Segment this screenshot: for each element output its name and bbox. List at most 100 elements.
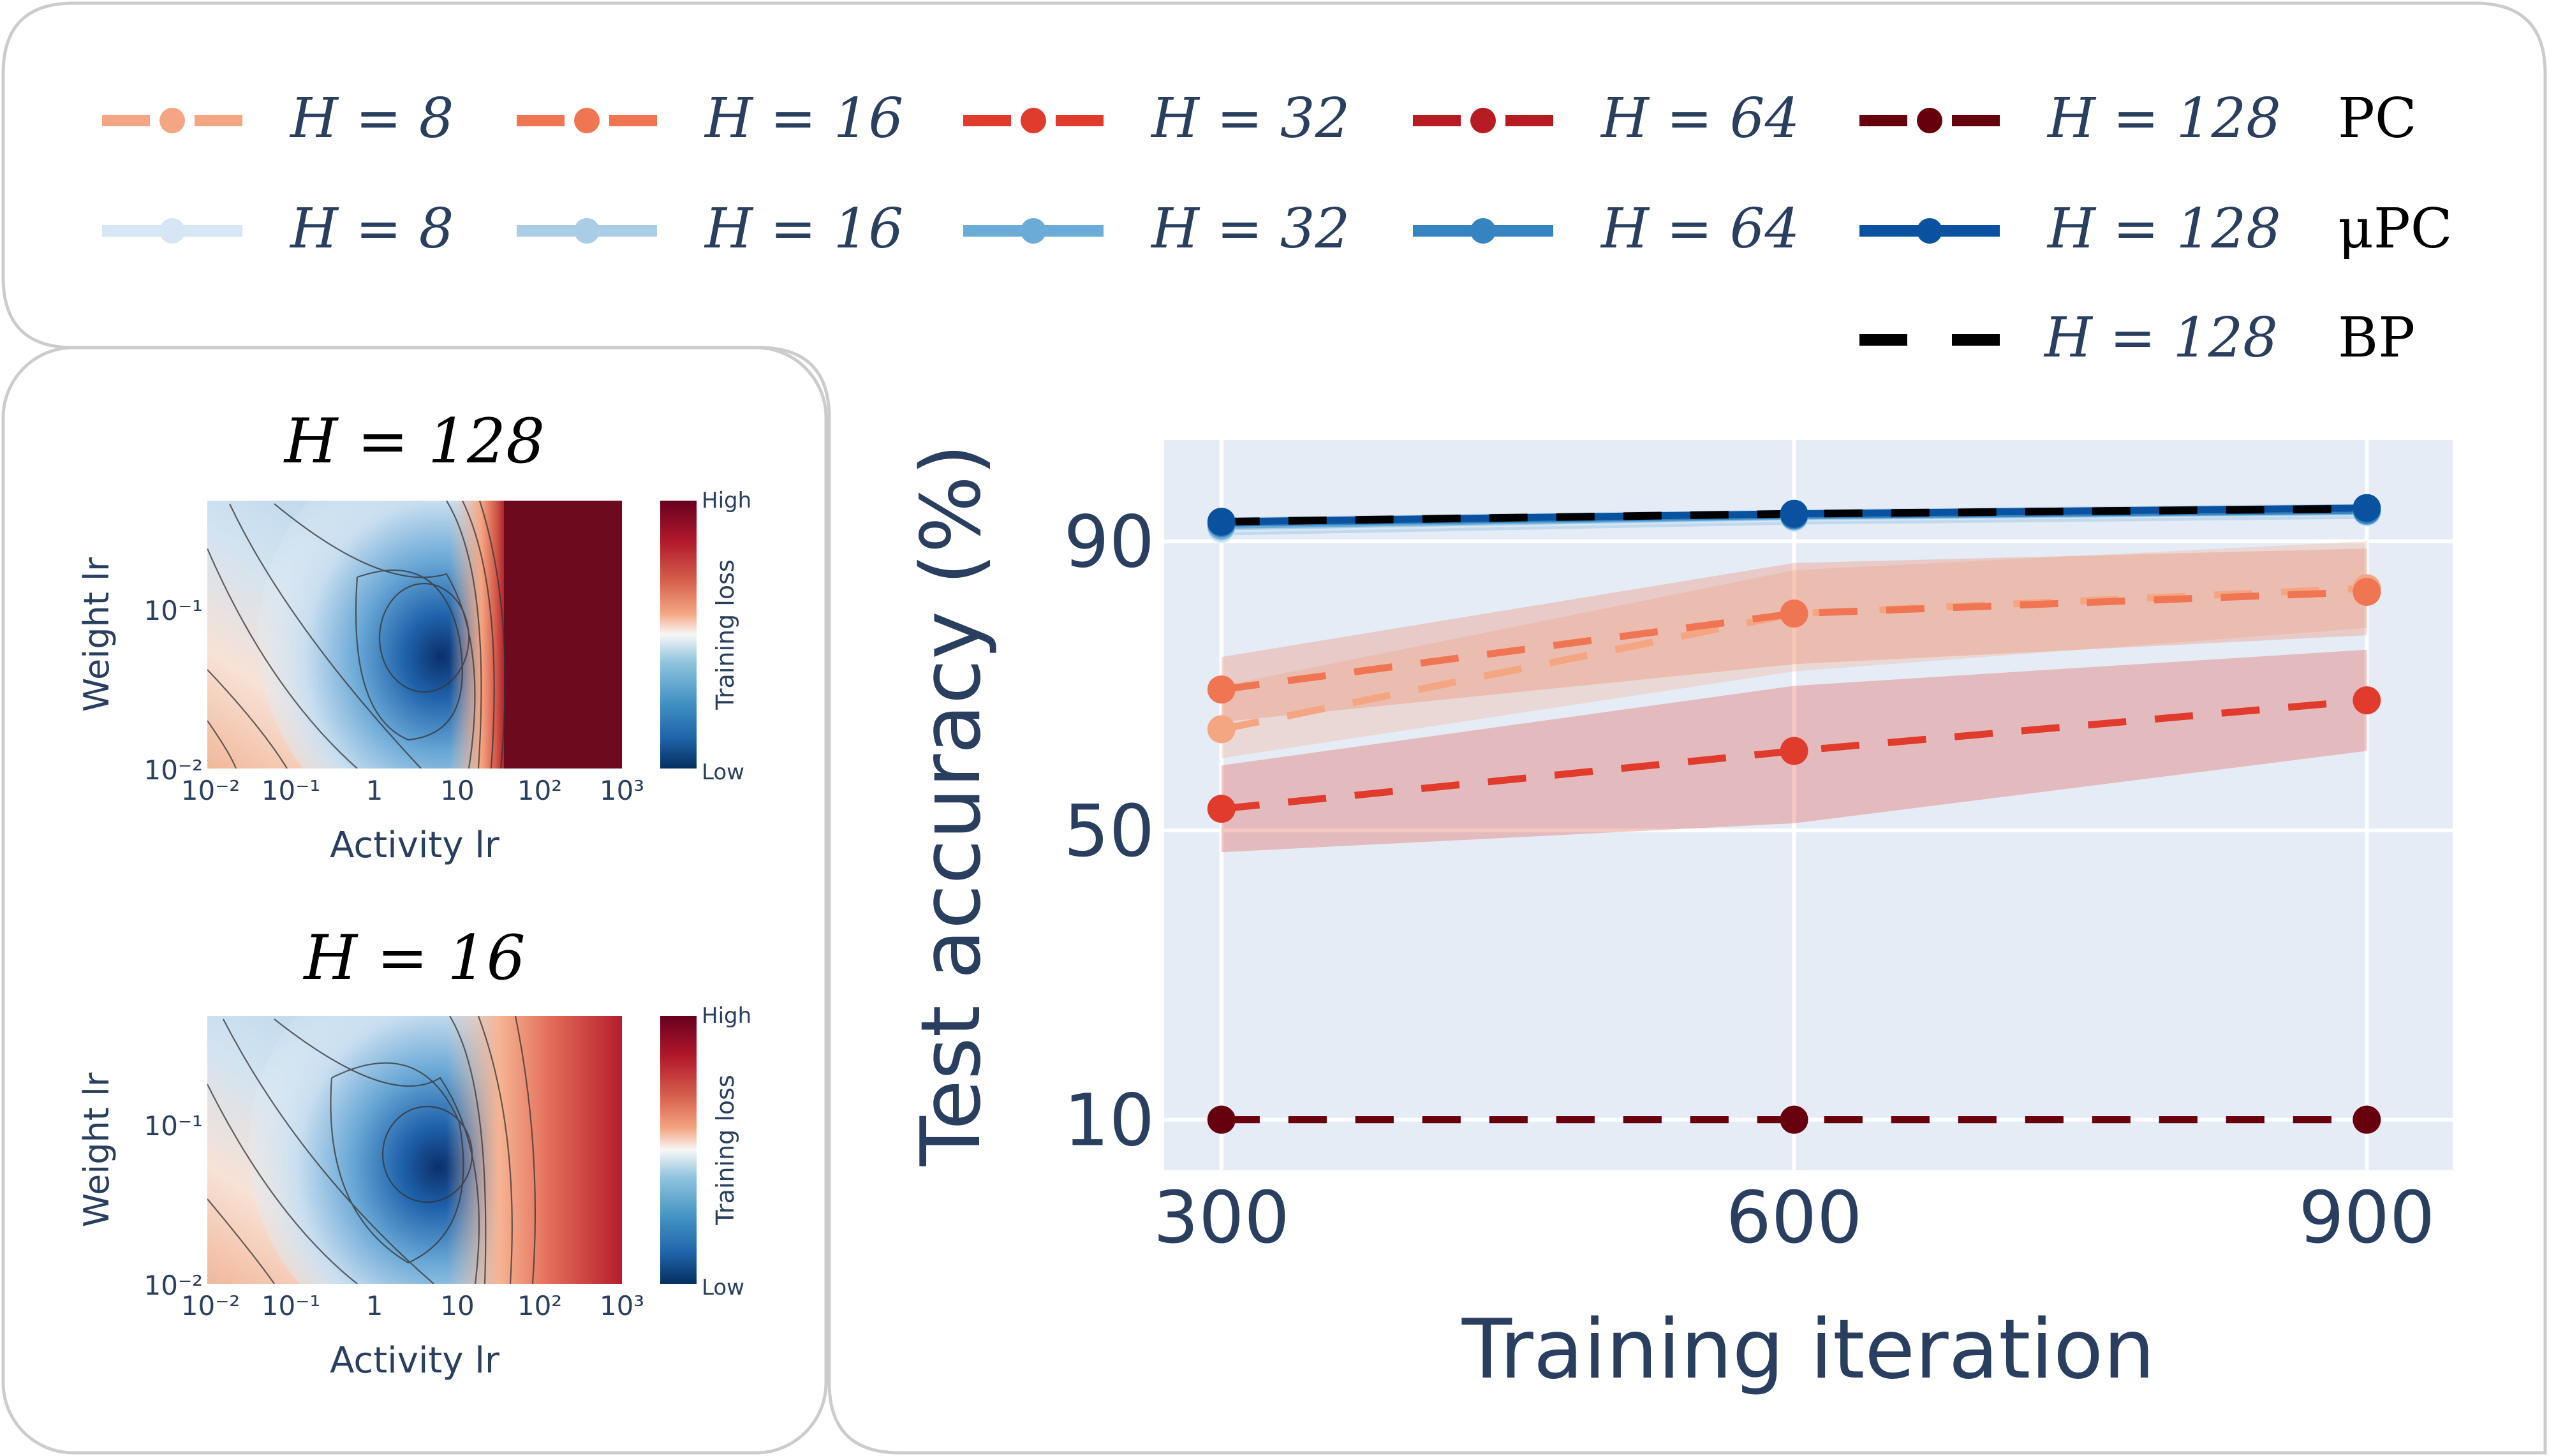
pc-legend-text: H = 16 <box>704 87 903 151</box>
heatmap-h128: H = 128 Weight lr 10⁻¹ 10⁻² 10⁻² <box>77 406 751 866</box>
pc-entry-4: H = 128 <box>1859 87 2281 151</box>
pc-legend-marker <box>1021 108 1046 133</box>
heatmap-ytick-2: 10⁻² <box>144 1270 203 1301</box>
mupc-legend-marker <box>1917 218 1942 244</box>
legend: H = 8 H = 16 H = 32 H = 64 H = 128 H = 8 H = … <box>102 87 2453 370</box>
pc-legend-text: H = 128 <box>2046 87 2281 151</box>
colorbar-low-label: Low <box>702 1275 744 1300</box>
series-line-1 <box>1221 588 2367 693</box>
mupc-entry-3: H = 64 <box>1413 197 1799 261</box>
colorbar-low-label: Low <box>702 760 744 785</box>
heatmap-xticks-h128: 10⁻² 10⁻¹ 1 10 10² 10³ <box>181 775 644 806</box>
mupc-legend-text: H = 128 <box>2046 197 2281 261</box>
pc-legend-text: H = 8 <box>289 87 454 151</box>
legend-pc-label: PC <box>2338 87 2417 151</box>
data-point-4-1 <box>1780 1105 1808 1134</box>
y-tick-label: 90 <box>1063 501 1155 584</box>
heatmap-xlabel-h128: Activity lr <box>330 825 500 866</box>
pc-entry-2: H = 32 <box>963 87 1350 151</box>
x-tick-label: 900 <box>2298 1177 2435 1260</box>
pc-legend-marker <box>1470 108 1496 133</box>
heatmap-xtick: 10⁻¹ <box>262 1290 320 1321</box>
heatmap-xtick: 10² <box>517 1290 562 1321</box>
y-tick-labels: 10 50 90 <box>1063 501 1155 1163</box>
mupc-legend-text: H = 16 <box>704 197 903 261</box>
legend-bp-entry: H = 128 <box>1859 306 2278 370</box>
data-point-2-2 <box>2353 686 2381 715</box>
heatmap-ytick-2: 10⁻² <box>144 754 203 786</box>
heatmap-title-h128: H = 128 <box>283 406 545 477</box>
mupc-legend-marker <box>574 218 600 244</box>
band-1 <box>1221 548 2367 723</box>
heatmap-xtick: 10² <box>517 775 562 806</box>
mupc-legend-marker <box>1021 218 1046 244</box>
mupc-legend-text: H = 8 <box>289 197 454 261</box>
colorbar-high-label: High <box>702 488 751 513</box>
pc-legend-marker <box>159 108 185 133</box>
data-point-2-1 <box>1780 737 1808 765</box>
x-tick-labels: 300 600 900 <box>1153 1177 2435 1260</box>
heatmap-image-h16 <box>207 1016 622 1284</box>
heatmap-xtick: 10 <box>440 1290 474 1321</box>
heatmap-panel-border <box>1 346 828 1455</box>
data-point-9-0 <box>1207 508 1236 536</box>
plot-background <box>1164 440 2453 1170</box>
legend-bp-label: BP <box>2338 306 2415 370</box>
colorbar-high-label: High <box>702 1003 751 1029</box>
mupc-legend-text: H = 32 <box>1150 197 1350 261</box>
pc-entry-3: H = 64 <box>1413 87 1799 151</box>
mupc-entry-1: H = 16 <box>517 197 903 261</box>
data-point-4-0 <box>1207 1105 1236 1134</box>
heatmap-xtick: 10⁻² <box>181 1290 240 1321</box>
y-tick-label: 10 <box>1063 1080 1155 1163</box>
colorbar-title: Training loss <box>711 559 739 710</box>
heatmap-ylabel-h128: Weight lr <box>77 557 117 712</box>
data-point-1-2 <box>2353 578 2381 607</box>
legend-mupc-label: μPC <box>2338 197 2453 261</box>
heatmap-title-h16: H = 16 <box>302 922 525 994</box>
data-point-2-0 <box>1207 795 1236 823</box>
pc-entry-1: H = 16 <box>517 87 903 151</box>
legend-bp-text: H = 128 <box>2043 306 2278 370</box>
data-point-9-1 <box>1780 499 1808 528</box>
mupc-legend-text: H = 64 <box>1600 197 1799 261</box>
heatmap-xtick: 10³ <box>600 775 644 806</box>
heatmap-xtick: 1 <box>366 1290 383 1321</box>
pc-legend-marker <box>1917 108 1942 133</box>
y-tick-label: 50 <box>1063 790 1155 873</box>
colorbar-h128 <box>660 501 697 768</box>
data-point-4-2 <box>2353 1105 2381 1134</box>
data-point-0-0 <box>1207 715 1236 744</box>
heatmap-image-h128 <box>207 501 622 768</box>
colorbar-title: Training loss <box>711 1075 739 1225</box>
y-axis-label: Test accuracy (%) <box>904 444 999 1166</box>
heatmap-xtick: 1 <box>366 775 383 806</box>
mupc-entry-2: H = 32 <box>963 197 1350 261</box>
accuracy-chart: 10 50 90 300 600 900 Test accuracy (%) Train… <box>904 440 2453 1397</box>
pc-entry-0: H = 8 <box>102 87 454 151</box>
mupc-legend-marker <box>159 218 185 244</box>
series-points <box>1207 494 2381 1134</box>
data-point-1-0 <box>1207 675 1236 704</box>
mupc-entry-0: H = 8 <box>102 197 454 261</box>
colorbar-h16 <box>660 1016 697 1284</box>
heatmap-h16: H = 16 Weight lr 10⁻¹ 10⁻² 10⁻² 10⁻¹ 1 <box>77 922 751 1381</box>
data-point-1-1 <box>1780 599 1808 628</box>
heatmap-xtick: 10³ <box>600 1290 644 1321</box>
pc-legend-text: H = 32 <box>1150 87 1350 151</box>
pc-legend-marker <box>574 108 600 133</box>
heatmap-xticks-h16: 10⁻² 10⁻¹ 1 10 10² 10³ <box>181 1290 644 1321</box>
band-0 <box>1221 541 2367 758</box>
heatmap-xtick: 10 <box>440 775 474 806</box>
mupc-legend-marker <box>1470 218 1496 244</box>
heatmap-ytick-1: 10⁻¹ <box>144 595 203 626</box>
heatmap-xlabel-h16: Activity lr <box>330 1340 500 1381</box>
series-line-2 <box>1221 696 2367 813</box>
heatmap-ylabel-h16: Weight lr <box>77 1072 117 1227</box>
heatmap-ytick-1: 10⁻¹ <box>144 1110 203 1142</box>
heatmap-xtick: 10⁻¹ <box>262 775 320 806</box>
pc-legend-text: H = 64 <box>1600 87 1799 151</box>
heatmap-xtick: 10⁻² <box>181 775 240 806</box>
